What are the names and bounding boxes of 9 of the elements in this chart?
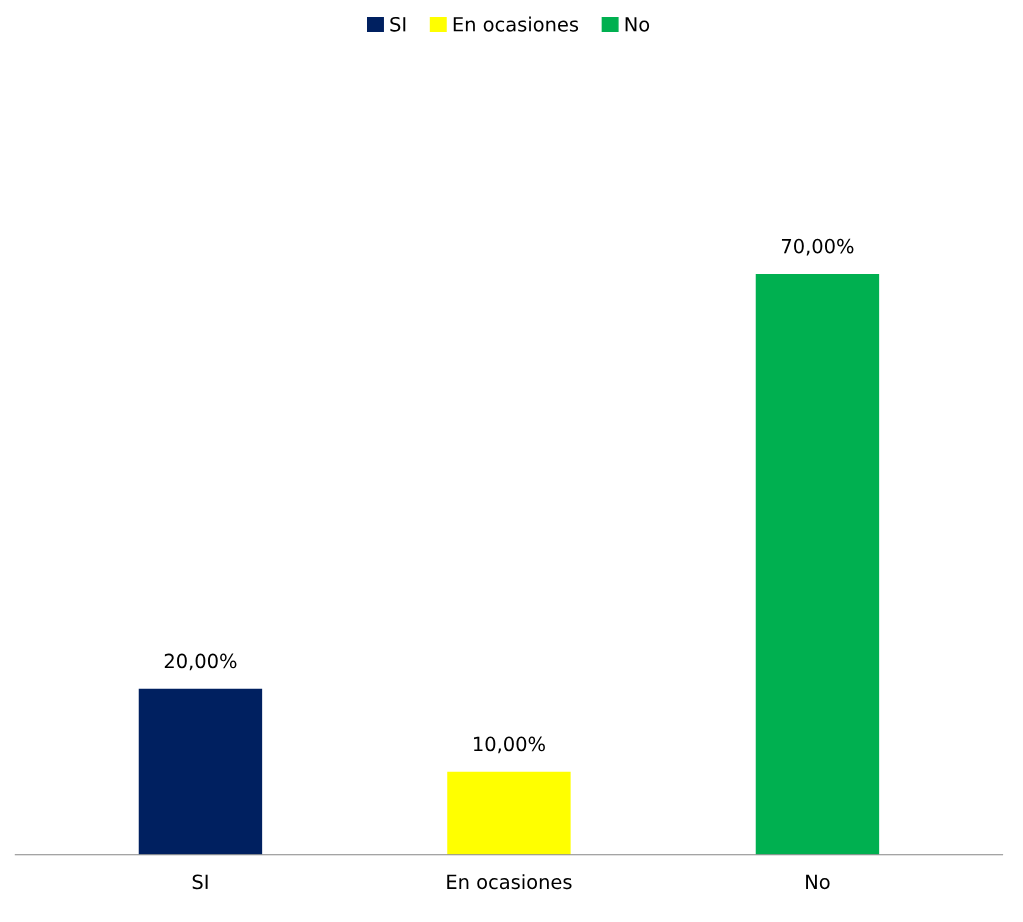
legend-label: No <box>625 17 650 32</box>
legend-label: SI <box>390 16 406 32</box>
data-label: 70,00% <box>781 238 854 256</box>
x-tick-label: En ocasiones <box>447 874 572 890</box>
data-label: 10,00% <box>474 736 545 754</box>
x-tick-label: No <box>806 874 830 890</box>
data-label: 20,00% <box>164 653 237 671</box>
x-tick-label: SI <box>192 874 208 890</box>
legend-label: En ocasiones <box>453 16 579 32</box>
